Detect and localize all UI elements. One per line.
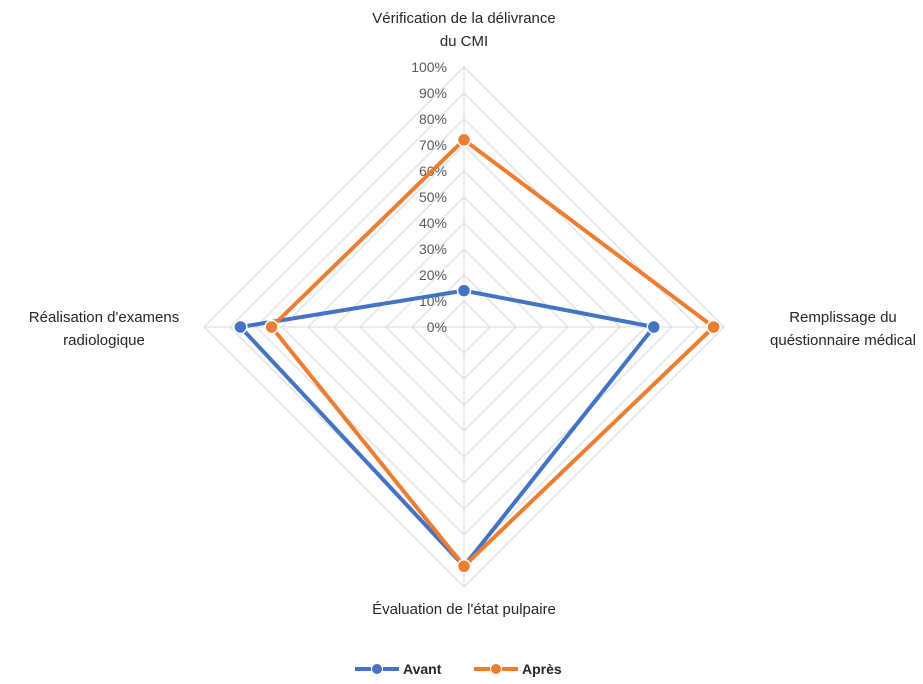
series-layer [233, 132, 721, 574]
radial-tick-labels: 0%10%20%30%40%50%60%70%80%90%100% [411, 59, 447, 335]
legend-item: Après [474, 661, 562, 677]
tick-label: 80% [419, 111, 447, 127]
legend-label: Avant [403, 661, 442, 677]
legend-label: Après [522, 661, 562, 677]
category-label: Vérification de la délivrance du CMI [372, 10, 555, 50]
data-point [706, 319, 721, 335]
series-2 [264, 132, 721, 574]
legend-swatch-marker [371, 663, 383, 675]
tick-label: 30% [419, 241, 447, 257]
tick-label: 100% [411, 59, 447, 75]
category-label: Évaluation de l'état pulpaire [372, 601, 556, 618]
legend-item: Avant [355, 661, 442, 677]
series-line [238, 288, 656, 569]
data-point [264, 319, 279, 335]
data-point [233, 319, 248, 335]
category-label: Réalisation d'examens radiologique [29, 309, 179, 349]
data-point [456, 283, 472, 298]
tick-label: 70% [419, 137, 447, 153]
tick-label: 50% [419, 189, 447, 205]
category-labels: Vérification de la délivrance du CMI Rempl… [29, 10, 916, 618]
data-point [646, 319, 662, 335]
series-line [269, 137, 716, 569]
tick-label: 20% [419, 267, 447, 283]
tick-label: 0% [427, 319, 447, 335]
tick-label: 40% [419, 215, 447, 231]
data-point [456, 132, 472, 148]
legend-swatch-marker [490, 663, 502, 675]
tick-label: 90% [419, 85, 447, 101]
category-label: Remplissage du quéstionnaire médical [770, 309, 916, 349]
data-point [456, 558, 472, 574]
legend: Avant Après [355, 661, 562, 677]
